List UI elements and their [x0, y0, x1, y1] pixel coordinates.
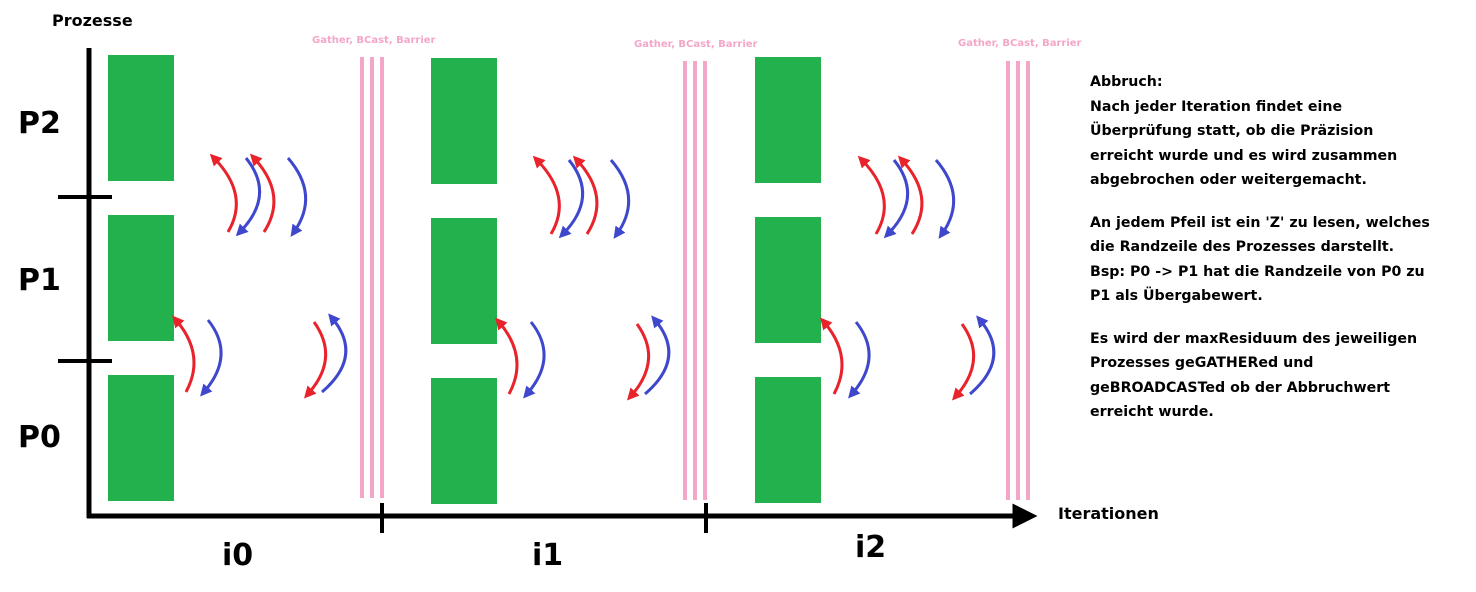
process-label-p2: P2: [18, 106, 61, 141]
process-block-p0-i0: [108, 375, 174, 501]
note-residuum: Es wird der maxResiduum des jeweiligen P…: [1090, 330, 1418, 421]
arrow-red: [172, 315, 196, 393]
explanation-notes: Abbruch: Nach jeder Iteration findet ein…: [1090, 70, 1460, 443]
arrow-red: [249, 153, 276, 233]
x-axis-label: Iterationen: [1058, 504, 1159, 523]
sync-label: Gather, BCast, Barrier: [312, 35, 436, 46]
process-block-p2-i2: [755, 57, 821, 183]
process-label-p1: P1: [18, 263, 61, 298]
arrow-blue: [523, 321, 546, 399]
iteration-label-i1: i1: [532, 538, 563, 573]
arrow-blue: [883, 159, 909, 239]
process-block-p1-i1: [431, 218, 497, 344]
note-abbruch: Abbruch: Nach jeder Iteration findet ein…: [1090, 74, 1398, 188]
process-block-p2-i1: [431, 58, 497, 184]
arrow-red: [952, 323, 976, 401]
arrow-blue: [848, 321, 871, 399]
process-block-p2-i0: [108, 55, 174, 181]
arrow-red: [572, 155, 599, 235]
process-block-p0-i1: [431, 378, 497, 504]
y-axis-label: Prozesse: [52, 11, 133, 30]
arrow-blue: [644, 315, 671, 396]
arrow-red: [532, 155, 561, 235]
iteration-label-i2: i2: [855, 530, 886, 565]
axes: Prozesse Iterationen: [52, 11, 1159, 533]
arrow-red: [495, 317, 519, 395]
sync-label: Gather, BCast, Barrier: [958, 38, 1082, 49]
arrow-red: [304, 321, 328, 399]
arrow-blue: [321, 313, 348, 394]
arrow-blue: [934, 159, 956, 239]
note-pfeil: An jedem Pfeil ist ein 'Z' zu lesen, wel…: [1090, 214, 1430, 305]
process-labels: P2 P1 P0: [18, 106, 61, 455]
process-block-p1-i0: [108, 215, 174, 341]
arrow-blue: [286, 157, 308, 237]
arrow-blue: [969, 315, 996, 396]
arrow-blue: [235, 157, 261, 237]
arrow-red: [209, 153, 238, 233]
iteration-group-i0: Gather, BCast, Barrier: [108, 35, 436, 501]
arrow-red: [857, 155, 886, 235]
arrow-blue: [200, 319, 223, 397]
arrow-red: [627, 323, 651, 401]
process-block-p1-i2: [755, 217, 821, 343]
arrow-red: [897, 155, 924, 235]
arrow-red: [820, 317, 844, 395]
iteration-group-i2: Gather, BCast, Barrier: [755, 38, 1082, 503]
iteration-label-i0: i0: [222, 538, 253, 573]
iteration-group-i1: Gather, BCast, Barrier: [431, 39, 758, 504]
process-block-p0-i2: [755, 377, 821, 503]
arrow-blue: [609, 159, 631, 239]
iteration-labels: i0 i1 i2: [222, 530, 886, 573]
process-label-p0: P0: [18, 420, 61, 455]
arrow-blue: [558, 159, 584, 239]
sync-label: Gather, BCast, Barrier: [634, 39, 758, 50]
